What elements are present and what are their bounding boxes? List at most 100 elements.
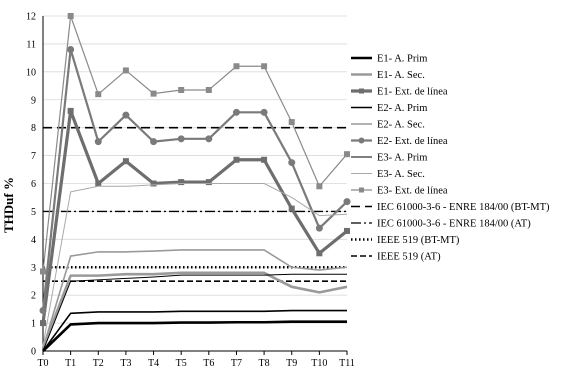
legend-item: IEC 61000-3-6 - ENRE 184/00 (AT) bbox=[351, 219, 531, 230]
x-tick-label: T1 bbox=[65, 358, 76, 369]
legend: E1- A. Prim E1- A. Sec. E1- Ext. de línea E… bbox=[351, 54, 550, 263]
series-e1-a-prim bbox=[42, 320, 347, 352]
data-point bbox=[177, 135, 185, 143]
data-point bbox=[94, 138, 102, 146]
y-tick-label: 0 bbox=[31, 347, 36, 358]
x-tick-label: T8 bbox=[259, 358, 270, 369]
series-e1-a-sec- bbox=[41, 271, 348, 349]
x-tick-label: T3 bbox=[120, 358, 131, 369]
legend-item: E1- A. Prim bbox=[351, 54, 427, 65]
legend-label: E2- Ext. de línea bbox=[377, 136, 448, 147]
y-tick-label: 10 bbox=[26, 67, 36, 78]
data-point bbox=[40, 320, 46, 327]
data-point bbox=[343, 198, 351, 206]
legend-item: E3- A. Prim bbox=[351, 153, 427, 164]
series-e2-a-sec- bbox=[42, 249, 348, 349]
x-tick-label: T7 bbox=[231, 358, 242, 369]
y-tick-label: 5 bbox=[31, 207, 36, 218]
data-point bbox=[315, 224, 323, 232]
series-line bbox=[42, 15, 348, 272]
data-point bbox=[233, 156, 240, 163]
data-point bbox=[122, 111, 130, 119]
legend-marker bbox=[359, 187, 364, 193]
legend-label: IEC 61000-3-6 - ENRE 184/00 (AT) bbox=[377, 219, 531, 230]
data-point bbox=[316, 183, 323, 190]
data-point bbox=[344, 151, 350, 158]
data-point bbox=[288, 119, 295, 126]
gridlines bbox=[43, 15, 347, 324]
legend-item: E1- Ext. de línea bbox=[351, 87, 448, 98]
legend-label: E1- A. Prim bbox=[377, 54, 427, 65]
data-point bbox=[95, 91, 102, 98]
legend-label: IEC 61000-3-6 - ENRE 184/00 (BT-MT) bbox=[377, 202, 550, 213]
data-point bbox=[232, 108, 240, 116]
data-point bbox=[67, 13, 74, 19]
data-point bbox=[261, 63, 268, 70]
y-tick-label: 1 bbox=[31, 319, 36, 330]
series-e3-a-prim bbox=[42, 273, 347, 352]
legend-item: E1- A. Sec. bbox=[351, 70, 425, 81]
data-point bbox=[95, 180, 102, 187]
data-point bbox=[178, 86, 185, 93]
y-tick-label: 11 bbox=[26, 39, 36, 50]
x-tick-label: T6 bbox=[203, 358, 214, 369]
legend-label: E2- A. Sec. bbox=[377, 120, 425, 131]
data-point bbox=[67, 107, 74, 114]
legend-item: IEEE 519 (AT) bbox=[351, 252, 441, 263]
legend-label: E3- Ext. de línea bbox=[377, 186, 448, 197]
series-e1-ext-de-l-nea bbox=[40, 107, 350, 327]
series-line bbox=[42, 273, 347, 352]
series-line bbox=[41, 109, 349, 324]
series-line bbox=[42, 183, 348, 346]
data-point bbox=[233, 63, 240, 70]
legend-item: E2- Ext. de línea bbox=[351, 136, 448, 147]
x-tick-label: T10 bbox=[311, 358, 327, 369]
legend-item: E2- A. Sec. bbox=[351, 120, 425, 131]
data-point bbox=[288, 159, 296, 167]
legend-label: E1- Ext. de línea bbox=[377, 87, 448, 98]
data-point bbox=[205, 86, 212, 93]
legend-item: IEC 61000-3-6 - ENRE 184/00 (BT-MT) bbox=[351, 202, 550, 213]
series-line bbox=[42, 249, 348, 349]
y-tick-label: 6 bbox=[31, 179, 36, 190]
x-tick-label: T11 bbox=[339, 358, 355, 369]
x-tick-label: T5 bbox=[176, 358, 187, 369]
series-layer bbox=[39, 13, 351, 352]
legend-label: E3- A. Prim bbox=[377, 153, 427, 164]
legend-item: E2- A. Prim bbox=[351, 103, 427, 114]
legend-item: IEEE 519 (BT-MT) bbox=[351, 235, 460, 246]
legend-label: IEEE 519 (BT-MT) bbox=[377, 235, 460, 246]
data-point bbox=[39, 307, 47, 315]
y-tick-label: 9 bbox=[31, 95, 36, 106]
series-e2-ext-de-l-nea bbox=[39, 46, 351, 315]
legend-marker bbox=[358, 137, 365, 144]
data-point bbox=[178, 179, 185, 186]
data-point bbox=[288, 205, 295, 212]
series-e3-a-sec- bbox=[42, 183, 348, 346]
data-point bbox=[122, 67, 129, 74]
data-point bbox=[205, 179, 212, 186]
legend-item: E3- Ext. de línea bbox=[351, 186, 448, 197]
x-tick-label: T2 bbox=[93, 358, 104, 369]
legend-label: E3- A. Sec. bbox=[377, 169, 425, 180]
legend-label: E2- A. Prim bbox=[377, 103, 427, 114]
data-point bbox=[67, 46, 75, 53]
data-point bbox=[122, 158, 129, 165]
data-point bbox=[316, 250, 323, 257]
data-point bbox=[150, 138, 158, 146]
legend-marker bbox=[359, 88, 364, 94]
data-point bbox=[261, 156, 268, 163]
y-tick-label: 2 bbox=[31, 291, 36, 302]
series-e3-ext-de-l-nea bbox=[40, 13, 350, 275]
series-line bbox=[41, 48, 348, 311]
x-tick-label: T9 bbox=[286, 358, 297, 369]
y-tick-label: 8 bbox=[31, 123, 36, 134]
data-point bbox=[205, 135, 213, 143]
data-point bbox=[344, 227, 350, 234]
y-tick-label: 7 bbox=[31, 151, 36, 162]
x-tick-label: T4 bbox=[148, 358, 159, 369]
x-tick-label: T0 bbox=[37, 358, 48, 369]
y-tick-label: 4 bbox=[31, 235, 36, 246]
